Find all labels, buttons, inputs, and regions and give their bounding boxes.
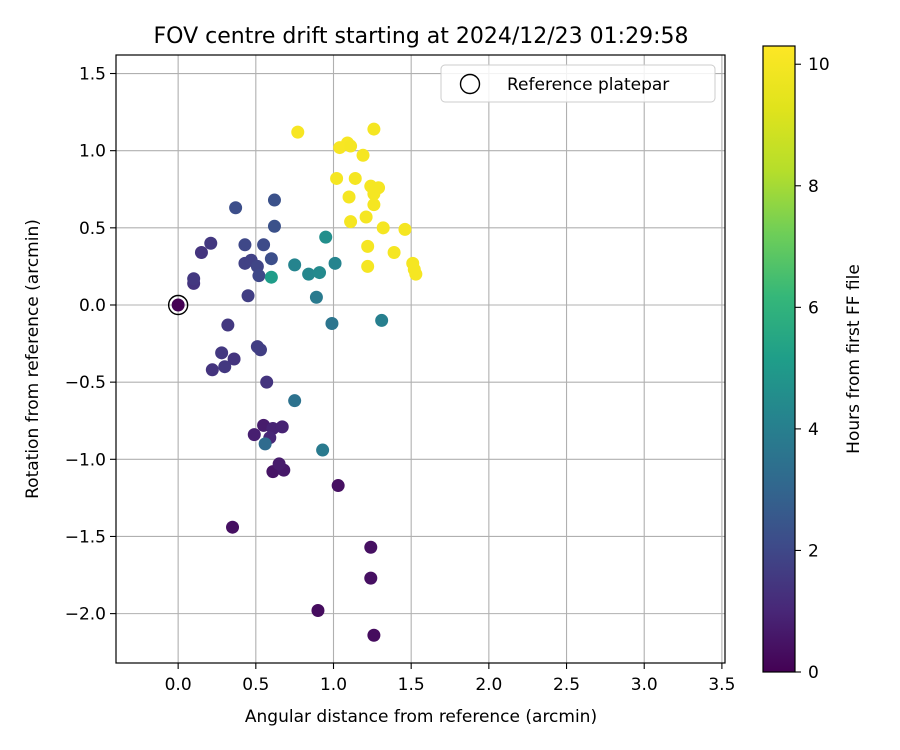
colorbar-label: Hours from first FF file [844, 264, 864, 454]
scatter-point [288, 258, 302, 272]
scatter-point [367, 122, 381, 136]
x-tick-label: 0.0 [165, 675, 192, 695]
scatter-point [316, 443, 330, 457]
y-tick-label: 1.5 [79, 65, 106, 85]
scatter-point [302, 267, 316, 281]
scatter-point [398, 222, 412, 236]
y-tick-label: 0.0 [79, 296, 106, 316]
colorbar-tick-label: 4 [808, 420, 819, 440]
scatter-point [291, 125, 305, 139]
y-axis-label: Rotation from reference (arcmin) [23, 219, 43, 499]
scatter-point [194, 246, 208, 260]
colorbar-tick-label: 0 [808, 663, 819, 683]
legend-marker [459, 73, 481, 95]
scatter-point [319, 230, 333, 244]
scatter-point [311, 604, 325, 618]
scatter-point [288, 394, 302, 408]
x-tick-label: 1.5 [398, 675, 425, 695]
scatter-point [187, 272, 201, 286]
colorbar-tick-label: 8 [808, 177, 819, 197]
scatter-point [375, 313, 389, 327]
y-tick-label: −1.5 [65, 527, 106, 547]
scatter-point [325, 317, 339, 331]
colorbar [762, 45, 796, 673]
x-tick-label: 0.5 [242, 675, 269, 695]
x-axis-label: Angular distance from reference (arcmin) [245, 707, 597, 727]
scatter-point [342, 190, 356, 204]
scatter-point [264, 270, 278, 284]
grid [116, 55, 725, 663]
scatter-point [171, 298, 185, 312]
y-tick-label: 0.5 [79, 219, 106, 239]
scatter-point [364, 571, 378, 585]
x-tick-label: 2.0 [475, 675, 502, 695]
scatter-point [272, 457, 286, 471]
scatter-point [330, 171, 344, 185]
scatter-point [260, 375, 274, 389]
scatter-point [348, 171, 362, 185]
scatter-point [364, 540, 378, 554]
x-tick-label: 1.0 [320, 675, 347, 695]
scatter-point [328, 256, 342, 270]
scatter-point [344, 215, 358, 229]
scatter-point [247, 428, 261, 442]
scatter-point [359, 210, 373, 224]
scatter-point [275, 420, 289, 434]
scatter-point [367, 628, 381, 642]
scatter-point [372, 181, 386, 195]
y-tick-label: −0.5 [65, 373, 106, 393]
scatter-point [252, 269, 266, 283]
scatter-point [258, 437, 272, 451]
scatter-point [309, 290, 323, 304]
scatter-point [257, 238, 271, 252]
scatter-point [344, 139, 358, 153]
scatter-point [267, 219, 281, 233]
y-tick-label: 1.0 [79, 142, 106, 162]
scatter-point [204, 236, 218, 250]
data-points [171, 122, 423, 642]
scatter-point [387, 246, 401, 260]
legend-label: Reference platepar [507, 75, 669, 95]
legend-box [440, 64, 716, 103]
scatter-point [264, 252, 278, 266]
scatter-point [356, 148, 370, 162]
colorbar-tick-label: 2 [808, 541, 819, 561]
scatter-point [361, 259, 375, 273]
scatter-point [376, 221, 390, 235]
x-axis-ticks: 0.0 0.5 1.0 1.5 2.0 2.5 3.0 3.5 [165, 663, 735, 695]
scatter-point [313, 266, 327, 280]
scatter-point [218, 360, 232, 374]
y-tick-label: −1.0 [65, 450, 106, 470]
scatter-point [229, 201, 243, 215]
colorbar-ticks: 0 2 4 6 8 10 [795, 55, 830, 683]
scatter-point [409, 267, 423, 281]
reference-marker [167, 294, 189, 316]
colorbar-tick-label: 10 [808, 55, 830, 75]
x-tick-label: 2.5 [553, 675, 580, 695]
scatter-point [241, 289, 255, 303]
scatter-point [361, 239, 375, 253]
scatter-point [215, 346, 229, 360]
scatter-point [227, 352, 241, 366]
scatter-point [331, 479, 345, 493]
scatter-point [367, 198, 381, 212]
scatter-point [253, 343, 267, 357]
colorbar-tick-label: 6 [808, 298, 819, 318]
y-axis-ticks: −2.0 −1.5 −1.0 −0.5 0.0 0.5 1.0 1.5 [65, 65, 116, 625]
reference-platepar-marker [167, 294, 189, 316]
y-tick-label: −2.0 [65, 605, 106, 625]
plot-frame [115, 54, 726, 664]
chart-title: FOV centre drift starting at 2024/12/23 … [154, 24, 689, 49]
x-tick-label: 3.0 [631, 675, 658, 695]
scatter-point [267, 193, 281, 207]
scatter-point [221, 318, 235, 332]
legend: Reference platepar [440, 64, 716, 103]
scatter-point [238, 238, 252, 252]
x-tick-label: 3.5 [708, 675, 735, 695]
scatter-point [205, 363, 219, 377]
scatter-point [226, 520, 240, 534]
